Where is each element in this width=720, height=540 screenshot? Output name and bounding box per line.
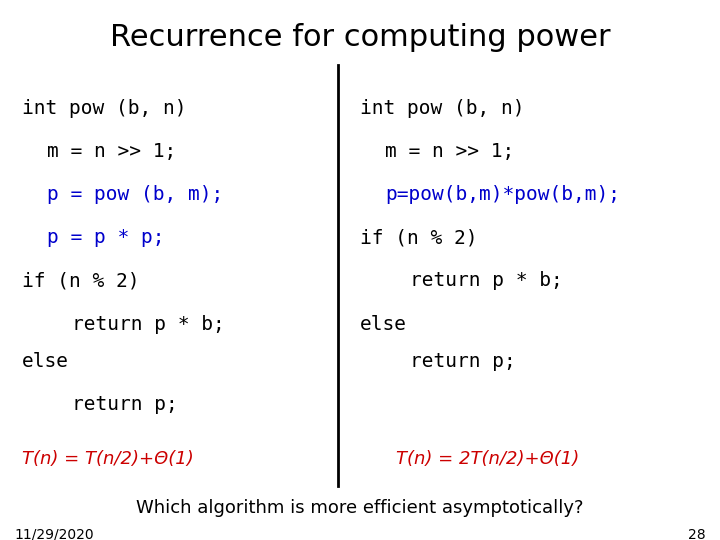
- Text: else: else: [360, 314, 407, 334]
- Text: int pow (b, n): int pow (b, n): [360, 98, 524, 118]
- Text: p = pow (b, m);: p = pow (b, m);: [47, 185, 223, 204]
- Text: T(n) = T(n/2)+Θ(1): T(n) = T(n/2)+Θ(1): [22, 450, 194, 468]
- Text: if (n % 2): if (n % 2): [22, 271, 139, 291]
- Text: 28: 28: [688, 528, 706, 540]
- Text: Which algorithm is more efficient asymptotically?: Which algorithm is more efficient asympt…: [136, 498, 584, 517]
- Text: Recurrence for computing power: Recurrence for computing power: [109, 23, 611, 52]
- Text: else: else: [22, 352, 68, 372]
- Text: p=pow(b,m)*pow(b,m);: p=pow(b,m)*pow(b,m);: [385, 185, 620, 204]
- Text: T(n) = 2T(n/2)+Θ(1): T(n) = 2T(n/2)+Θ(1): [396, 450, 580, 468]
- Text: int pow (b, n): int pow (b, n): [22, 98, 186, 118]
- Text: p = p * p;: p = p * p;: [47, 228, 164, 247]
- Text: return p * b;: return p * b;: [72, 314, 225, 334]
- Text: m = n >> 1;: m = n >> 1;: [47, 141, 176, 161]
- Text: m = n >> 1;: m = n >> 1;: [385, 141, 515, 161]
- Text: return p * b;: return p * b;: [410, 271, 563, 291]
- Text: 11/29/2020: 11/29/2020: [14, 528, 94, 540]
- Text: return p;: return p;: [410, 352, 516, 372]
- Text: if (n % 2): if (n % 2): [360, 228, 477, 247]
- Text: return p;: return p;: [72, 395, 178, 415]
